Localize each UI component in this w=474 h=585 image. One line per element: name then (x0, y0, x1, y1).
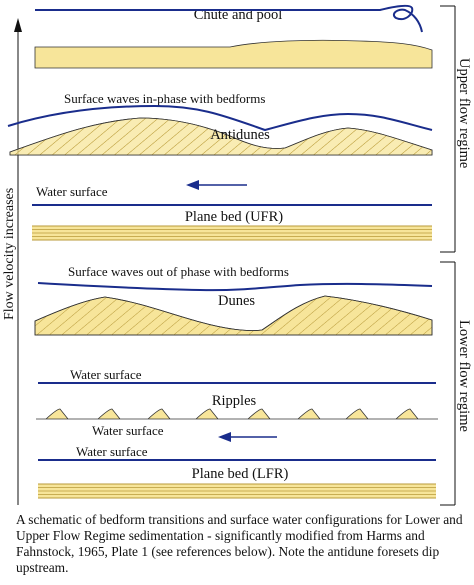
water-surface-lfr-label-a: Water surface (92, 423, 164, 438)
chute-and-pool-panel: Chute and pool (34, 4, 433, 69)
lower-regime-bracket: Lower flow regime (440, 261, 472, 506)
plane-bed-lfr-panel: Water surface Water surface Plane bed (L… (38, 423, 436, 499)
antidune-water-surface (7, 104, 433, 132)
plane-bed-ufr-label: Plane bed (UFR) (185, 209, 283, 225)
flow-velocity-label: Flow velocity increases (2, 188, 17, 320)
water-surface-ufr-label: Water surface (36, 184, 108, 199)
bedform-diagram: Flow velocity increases Upper flow regim… (2, 4, 472, 506)
water-surface-lfr-label-b: Water surface (76, 444, 148, 459)
flow-direction-arrow-ufr-icon (186, 180, 247, 190)
water-surface-ripples-label: Water surface (70, 367, 142, 382)
lower-flow-regime-label: Lower flow regime (456, 320, 472, 432)
plane-bed-lfr-label: Plane bed (LFR) (192, 466, 289, 482)
plane-bed-ufr-panel: Water surface Plane bed (UFR) (32, 180, 432, 241)
surface-waves-in-phase-label: Surface waves in-phase with bedforms (64, 91, 265, 106)
antidunes-label: Antidunes (210, 127, 270, 143)
flow-direction-arrow-lfr-icon (218, 432, 277, 442)
antidunes-panel: Surface waves in-phase with bedforms Ant… (7, 91, 433, 156)
chute-water-surface (35, 4, 423, 33)
ripples-panel: Water surface Ripples (36, 367, 438, 420)
dune-water-surface (37, 282, 433, 292)
figure-caption: A schematic of bedform transitions and s… (16, 512, 463, 575)
dunes-panel: Surface waves out of phase with bedforms… (34, 264, 433, 336)
upper-regime-bracket: Upper flow regime (440, 5, 472, 253)
dunes-label: Dunes (218, 293, 255, 309)
ripple-bed (36, 408, 438, 420)
ripples-label: Ripples (212, 393, 257, 409)
flow-velocity-arrow-head-icon (14, 18, 22, 32)
upper-flow-regime-label: Upper flow regime (456, 58, 472, 168)
surface-waves-out-of-phase-label: Surface waves out of phase with bedforms (68, 264, 289, 279)
flow-velocity-axis: Flow velocity increases (2, 18, 22, 505)
ripple-bed-shape (36, 408, 438, 420)
chute-and-pool-bed (34, 39, 433, 69)
